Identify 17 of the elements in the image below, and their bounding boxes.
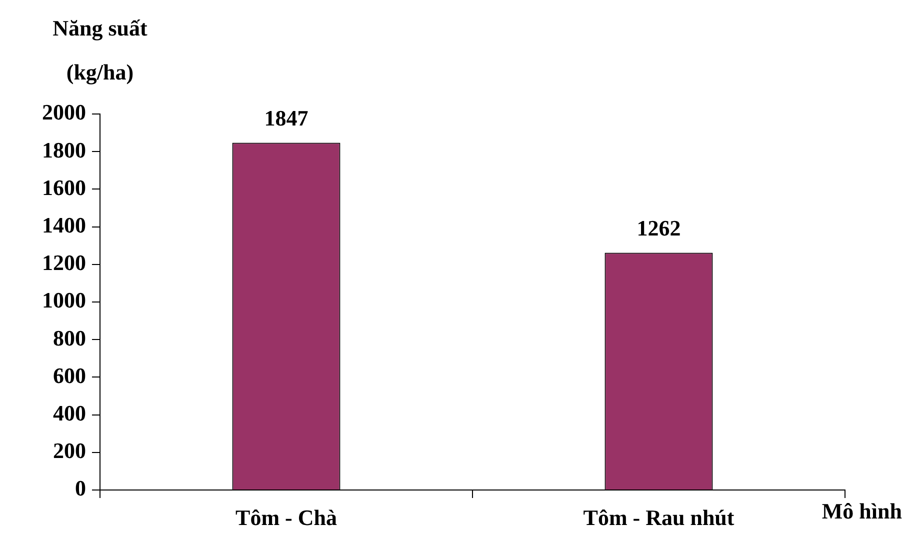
y-tick-label: 1000 <box>42 288 86 313</box>
y-tick-label: 800 <box>53 325 86 350</box>
y-tick-label: 400 <box>53 400 86 426</box>
x-tick-label: Tôm - Rau nhút <box>583 504 735 530</box>
y-axis-title: Năng suất (kg/ha) <box>52 16 148 85</box>
y-tick-label: 1400 <box>42 212 86 238</box>
x-tick-label: Tôm - Chà <box>236 504 337 530</box>
data-label: 1847 <box>264 105 308 130</box>
data-label: 1262 <box>636 215 681 240</box>
y-tick-label: 2000 <box>42 100 86 125</box>
y-tick-label: 1800 <box>42 137 86 162</box>
y-tick-label: 0 <box>75 476 86 501</box>
y-tick-label: 1200 <box>42 250 86 276</box>
y-tick-label: 200 <box>53 438 86 464</box>
x-axis-title: Mô hình <box>822 498 902 524</box>
y-tick-label: 600 <box>53 362 86 388</box>
y-tick-label: 1600 <box>42 174 86 200</box>
